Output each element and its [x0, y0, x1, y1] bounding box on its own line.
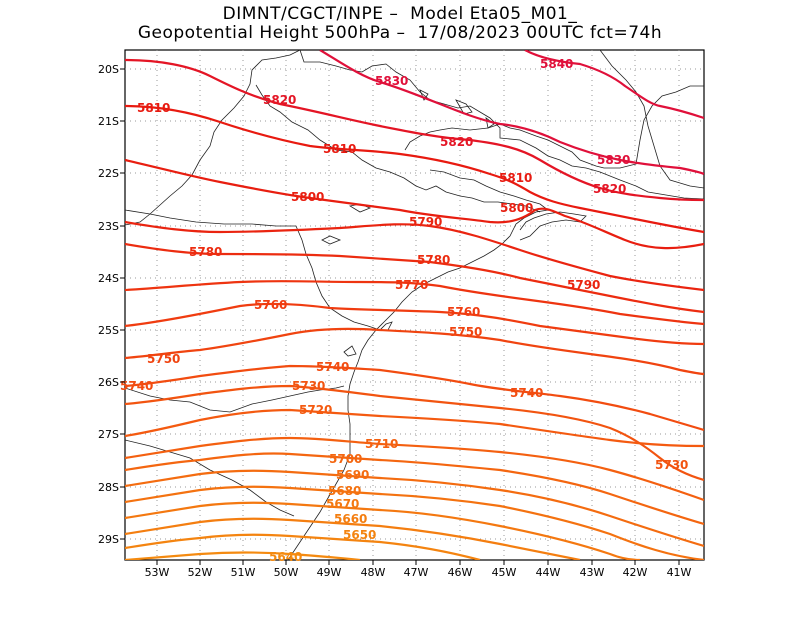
contour-5680	[125, 485, 704, 560]
contour-label: 5830	[375, 74, 408, 88]
contour-label: 5780	[189, 245, 222, 259]
contour-5690	[125, 469, 704, 548]
contour-label: 5810	[323, 142, 356, 156]
contour-5750	[125, 327, 704, 376]
title-line-2: Geopotential Height 500hPa – 17/08/2023 …	[137, 23, 663, 43]
contour-label: 5700	[329, 452, 362, 466]
lon-tick-label: 53W	[145, 566, 170, 579]
lon-tick-label: 46W	[448, 566, 473, 579]
lat-tick-label: 23S	[98, 220, 119, 233]
contour-labels: 5840 5830 5830 5820 5820 5820 5810 5810 …	[120, 57, 688, 564]
lat-tick-label: 27S	[98, 428, 119, 441]
contour-label: 5840	[540, 57, 573, 71]
contour-label: 5780	[417, 253, 450, 267]
lon-tick-label: 41W	[667, 566, 692, 579]
contour-5790	[125, 220, 704, 292]
contour-label: 5650	[343, 528, 376, 542]
contour-label: 5790	[409, 215, 442, 229]
contour-label: 5740	[316, 360, 349, 374]
contour-5660	[125, 517, 581, 560]
contour-label: 5800	[500, 201, 533, 215]
contour-label: 5730	[655, 458, 688, 472]
lon-tick-label: 48W	[361, 566, 386, 579]
contour-5670	[125, 501, 641, 560]
contour-5720	[125, 408, 704, 448]
contour-label: 5720	[299, 403, 332, 417]
lon-tick-label: 49W	[317, 566, 342, 579]
lat-tick-label: 24S	[98, 272, 119, 285]
lon-tick-label: 44W	[536, 566, 561, 579]
contour-label: 5640	[269, 550, 302, 564]
lon-tick-labels: 53W 52W 51W 50W 49W 48W 47W 46W 45W 44W …	[145, 566, 692, 579]
lon-tick-label: 51W	[231, 566, 256, 579]
lat-tick-label: 21S	[98, 115, 119, 128]
contour-5640	[125, 551, 361, 560]
contour-label: 5760	[447, 305, 480, 319]
contour-label: 5740	[120, 379, 153, 393]
contour-label: 5810	[499, 171, 532, 185]
contour-5730	[125, 384, 704, 482]
contour-5650	[125, 533, 481, 560]
lon-tick-label: 47W	[404, 566, 429, 579]
contour-5840	[524, 50, 704, 120]
contour-5800	[125, 158, 704, 250]
lon-tick-label: 50W	[274, 566, 299, 579]
contour-5780	[125, 242, 704, 314]
contour-label: 5680	[328, 484, 361, 498]
contour-5760	[125, 302, 704, 346]
contour-label: 5830	[597, 153, 630, 167]
contour-label: 5730	[292, 379, 325, 393]
contour-label: 5820	[263, 93, 296, 107]
contour-5740	[125, 364, 704, 432]
lon-tick-label: 42W	[623, 566, 648, 579]
contour-label: 5770	[395, 278, 428, 292]
lat-tick-label: 25S	[98, 324, 119, 337]
contour-5770	[125, 280, 704, 326]
contour-5710	[125, 436, 704, 502]
contour-5700	[125, 452, 704, 526]
contour-5820	[125, 58, 704, 202]
lat-tick-label: 28S	[98, 481, 119, 494]
contour-5810	[125, 104, 704, 234]
contour-label: 5750	[449, 325, 482, 339]
contour-label: 5820	[440, 135, 473, 149]
contour-label: 5810	[137, 101, 170, 115]
lat-tick-labels: 20S 21S 22S 23S 24S 25S 26S 27S 28S 29S	[98, 63, 119, 546]
contour-label: 5800	[291, 190, 324, 204]
lat-tick-label: 22S	[98, 167, 119, 180]
lat-tick-label: 26S	[98, 376, 119, 389]
map-frame	[124, 49, 705, 561]
contour-label: 5710	[365, 437, 398, 451]
title-line-1: DIMNT/CGCT/INPE – Model Eta05_M01_	[222, 4, 578, 24]
height-contours	[125, 50, 704, 560]
lat-tick-label: 20S	[98, 63, 119, 76]
contour-label: 5740	[510, 386, 543, 400]
contour-label: 5750	[147, 352, 180, 366]
contour-label: 5670	[326, 497, 359, 511]
contour-label: 5790	[567, 278, 600, 292]
lat-tick-label: 29S	[98, 533, 119, 546]
contour-label: 5760	[254, 298, 287, 312]
contour-5830	[319, 50, 704, 176]
contour-label: 5690	[336, 468, 369, 482]
contour-label: 5660	[334, 512, 367, 526]
lon-tick-label: 43W	[580, 566, 605, 579]
tick-marks	[120, 68, 680, 565]
contour-label: 5820	[593, 182, 626, 196]
lon-tick-label: 45W	[492, 566, 517, 579]
lon-tick-label: 52W	[188, 566, 213, 579]
